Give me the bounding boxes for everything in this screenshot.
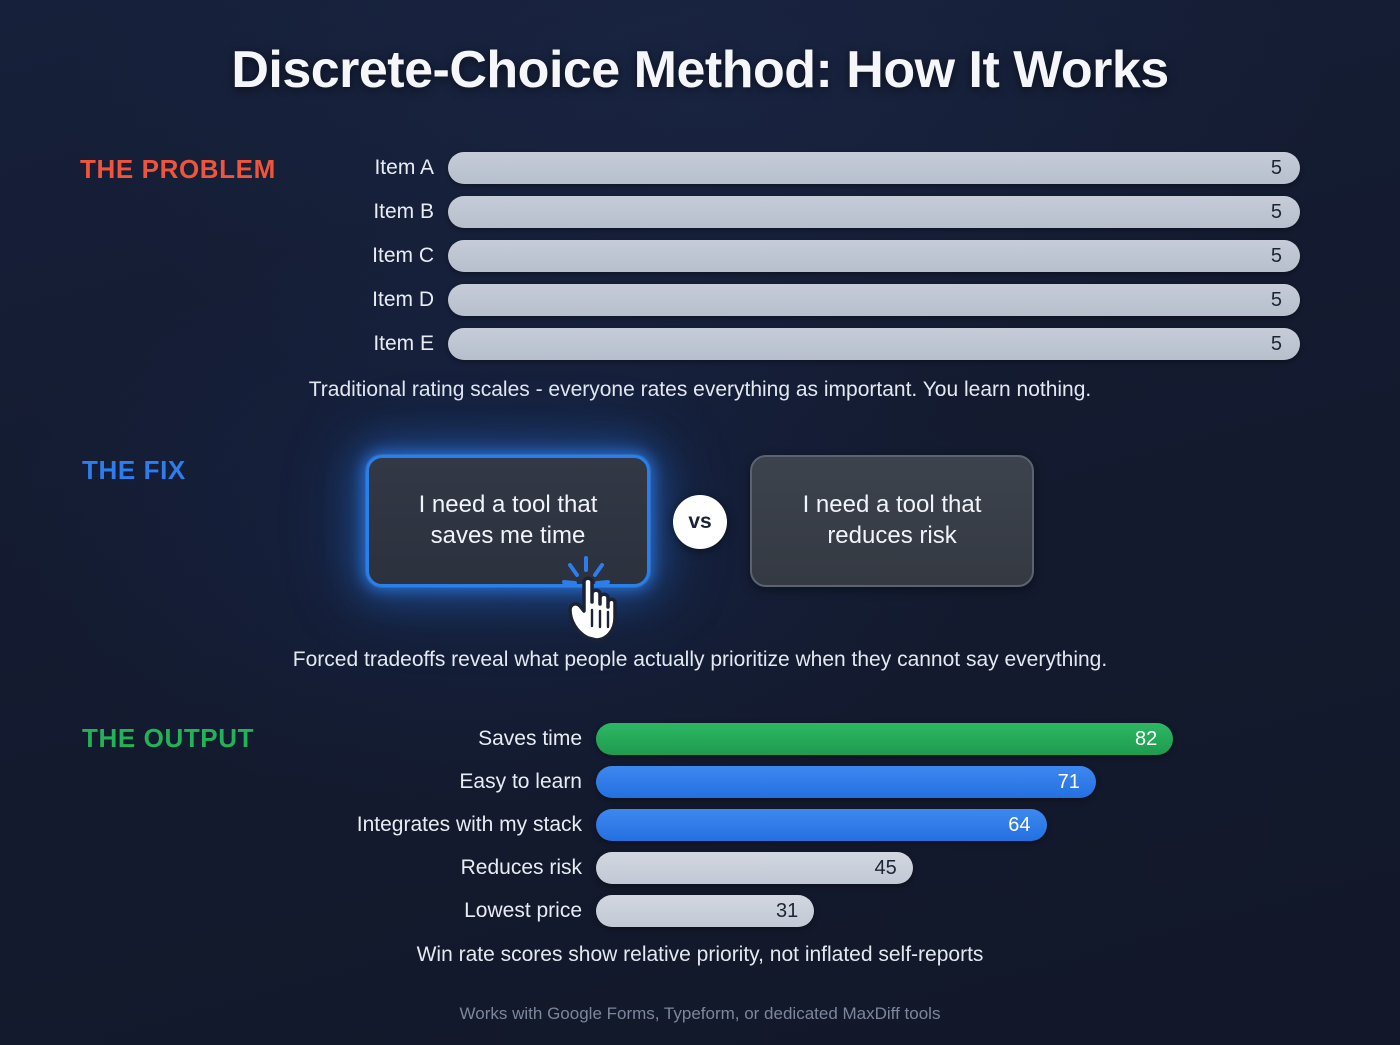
problem-item-label: Item E	[373, 332, 434, 355]
page-title: Discrete-Choice Method: How It Works	[231, 41, 1169, 99]
problem-row: Item D 5	[340, 284, 1300, 316]
problem-row: Item E 5	[340, 328, 1300, 360]
output-bar-track: 82	[596, 723, 1300, 755]
output-bar: 64	[596, 809, 1047, 841]
section-label-fix: THE FIX	[82, 455, 186, 485]
problem-bar-track: 5	[448, 328, 1300, 360]
output-item-label: Reduces risk	[460, 856, 582, 879]
output-caption: Win rate scores show relative priority, …	[416, 943, 984, 966]
output-bar-track: 64	[596, 809, 1300, 841]
output-item-label: Lowest price	[464, 899, 582, 922]
output-bar-track: 31	[596, 895, 1300, 927]
problem-bar: 5	[448, 152, 1300, 184]
output-bar-track: 45	[596, 852, 1300, 884]
output-row: Lowest price 31	[300, 895, 1300, 927]
output-bar: 82	[596, 723, 1174, 755]
problem-row: Item C 5	[340, 240, 1300, 272]
output-bar-value: 82	[1135, 727, 1158, 750]
vs-badge: vs	[673, 495, 727, 549]
problem-bar-value: 5	[1270, 244, 1282, 267]
problem-bar-track: 5	[448, 284, 1300, 316]
choice-task-area: I need a tool that saves me time I need …	[0, 450, 1400, 640]
problem-row: Item A 5	[340, 152, 1300, 184]
output-row: Saves time 82	[300, 723, 1300, 755]
problem-bar-track: 5	[448, 240, 1300, 272]
output-item-label: Saves time	[478, 727, 582, 750]
problem-row: Item B 5	[340, 196, 1300, 228]
problem-item-label: Item D	[372, 288, 434, 311]
choice-option-b-label: I need a tool that reduces risk	[802, 491, 982, 549]
output-bar-value: 71	[1057, 770, 1080, 793]
choice-option-a-card[interactable]: I need a tool that saves me time	[366, 455, 650, 587]
problem-bar: 5	[448, 284, 1300, 316]
output-bar-track: 71	[596, 766, 1300, 798]
section-label-problem: THE PROBLEM	[80, 154, 276, 184]
problem-bar: 5	[448, 240, 1300, 272]
problem-bar-value: 5	[1270, 332, 1282, 355]
problem-bar-track: 5	[448, 152, 1300, 184]
output-bar-value: 31	[775, 899, 799, 922]
output-bar: 71	[596, 766, 1096, 798]
output-row: Easy to learn 71	[300, 766, 1300, 798]
problem-caption: Traditional rating scales - everyone rat…	[308, 378, 1092, 401]
problem-bar-value: 5	[1270, 156, 1282, 179]
output-row: Integrates with my stack 64	[300, 809, 1300, 841]
output-bar-value: 64	[1008, 813, 1031, 836]
output-item-label: Integrates with my stack	[356, 813, 582, 836]
section-label-output: THE OUTPUT	[82, 723, 255, 753]
footer-note: Works with Google Forms, Typeform, or de…	[459, 1004, 941, 1023]
choice-option-b-card[interactable]: I need a tool that reduces risk	[750, 455, 1034, 587]
problem-item-label: Item A	[374, 156, 434, 179]
problem-item-label: Item C	[372, 244, 434, 267]
output-row: Reduces risk 45	[300, 852, 1300, 884]
output-bar: 45	[596, 852, 913, 884]
fix-caption: Forced tradeoffs reveal what people actu…	[292, 648, 1108, 671]
problem-bar-value: 5	[1270, 288, 1282, 311]
output-bar-value: 45	[874, 856, 897, 879]
output-bar: 31	[596, 895, 815, 927]
problem-bar: 5	[448, 328, 1300, 360]
problem-item-label: Item B	[373, 200, 434, 223]
problem-bar: 5	[448, 196, 1300, 228]
problem-bar-track: 5	[448, 196, 1300, 228]
vs-badge-label: vs	[688, 510, 712, 533]
choice-option-a-label: I need a tool that saves me time	[418, 491, 598, 549]
output-item-label: Easy to learn	[459, 770, 582, 793]
problem-bar-value: 5	[1270, 200, 1282, 223]
